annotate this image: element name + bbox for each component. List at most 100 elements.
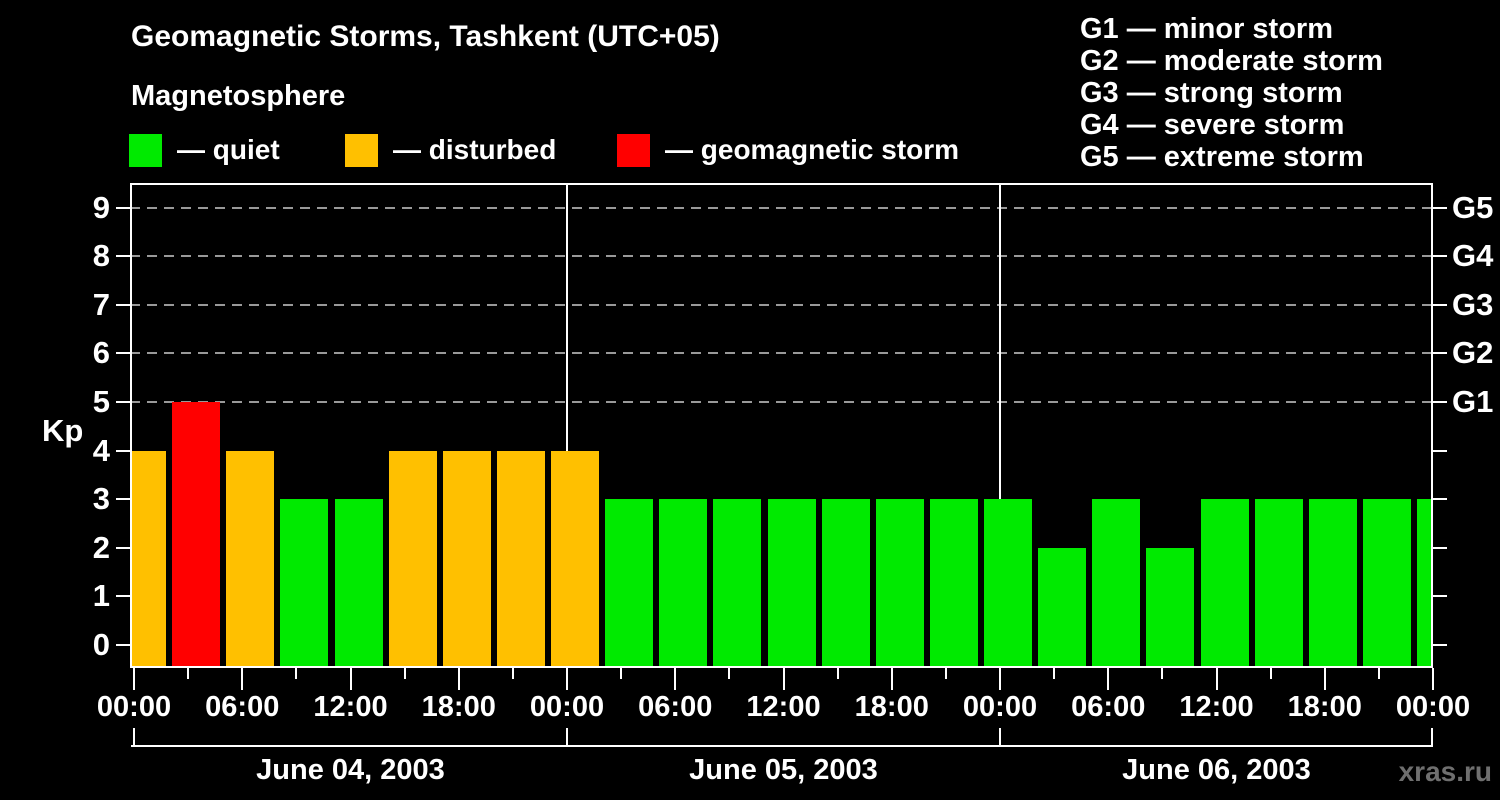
g-axis-tick [1431,498,1447,501]
g-scale-line-g2: G2 — moderate storm [1080,45,1383,77]
g-axis-label-g2: G2 [1452,335,1494,371]
x-tick-label: 06:00 [638,691,713,723]
kp-bar [984,499,1032,666]
x-minor-tick [728,668,731,679]
g-axis-tick [1431,255,1447,258]
y-tick [116,401,130,403]
date-bracket-tick [1431,728,1433,747]
kp-bar [130,450,166,666]
legend-label-disturbed: — disturbed [393,134,557,165]
kp-bar [713,499,762,666]
g-axis-tick [1431,449,1447,452]
g-axis-label-g1: G1 [1452,384,1494,419]
y-tick-label: 3 [92,481,110,517]
y-axis-title: Kp [42,413,84,448]
kp-bar [1092,499,1141,666]
y-tick-label: 6 [92,335,110,371]
x-tick-label: 18:00 [1287,691,1362,723]
x-tick-label: 12:00 [1179,691,1254,723]
kp-bar [1417,499,1433,666]
x-tick-label: 12:00 [746,691,821,723]
g-axis-tick [1431,352,1447,355]
plot-border-right [1431,183,1433,668]
kp-bar [226,450,275,666]
x-tick-label: 00:00 [529,691,605,723]
quiet-color-swatch [129,133,162,167]
plot-border-bottom [130,666,1433,668]
g-scale-line-g5: G5 — extreme storm [1080,141,1364,173]
x-major-tick [1107,668,1110,690]
y-tick-label: 8 [92,238,110,274]
y-tick [116,303,130,306]
kp-bar [767,499,816,666]
y-tick-label: 5 [92,384,110,419]
x-major-tick [890,668,893,690]
x-major-tick [1215,668,1218,690]
date-bracket-tick [133,728,135,747]
y-tick [116,644,130,646]
y-tick [116,352,130,355]
x-major-tick [1432,668,1434,690]
g-axis-tick [1431,595,1447,598]
y-tick-label: 4 [92,432,110,468]
plot-clip-region [130,183,1433,668]
date-label: June 05, 2003 [689,754,878,786]
plot-border-top [130,183,1433,185]
gridline-kp6 [130,352,1433,355]
kp-bar [659,499,708,666]
kp-bar [1254,499,1303,666]
kp-bar [821,499,870,666]
g-scale-line-g3: G3 — strong storm [1080,77,1343,109]
x-tick-label: 00:00 [1395,691,1471,723]
y-tick [116,546,130,549]
legend-item-disturbed: — disturbed [345,133,556,167]
x-major-tick [349,668,352,690]
page-title: Geomagnetic Storms, Tashkent (UTC+05) [131,20,720,53]
x-major-tick [674,668,677,690]
g-axis-label-g5: G5 [1452,189,1494,225]
watermark: xras.ru [1398,756,1492,787]
gridline-kp7 [130,303,1433,306]
kp-bar [1308,499,1357,666]
x-major-tick [999,668,1001,690]
legend-item-quiet: — quiet [129,133,280,167]
kp-bar [605,499,654,666]
g-axis-tick [1431,401,1447,403]
x-minor-tick [187,668,190,679]
y-tick [116,206,130,209]
g-scale-line-g4: G4 — severe storm [1080,109,1345,141]
y-tick [116,595,130,598]
x-tick-label: 18:00 [421,691,496,723]
g-axis-tick [1431,303,1447,306]
plot-border-left [130,183,132,668]
y-tick-label: 9 [92,189,110,225]
g-axis-tick [1431,206,1447,209]
x-tick-label: 00:00 [96,691,172,723]
kp-bar [929,499,978,666]
gridline-kp9 [130,206,1433,209]
kp-bar [551,450,599,666]
x-tick-label: 06:00 [1071,691,1146,723]
kp-bar [875,499,924,666]
y-tick-label: 7 [92,286,110,322]
kp-bar [442,450,491,666]
storm-color-swatch [617,133,650,167]
x-tick-label: 06:00 [205,691,280,723]
date-bracket-tick [566,728,568,747]
date-label: June 04, 2003 [256,754,445,786]
x-minor-tick [511,668,514,679]
x-major-tick [566,668,568,690]
y-tick [116,449,130,452]
y-tick [116,255,130,258]
date-bracket-line [131,745,1433,747]
x-major-tick [782,668,785,690]
day-separator [566,183,568,666]
x-minor-tick [403,668,406,679]
g-scale-line-g1: G1 — minor storm [1080,13,1333,45]
x-tick-label: 18:00 [854,691,929,723]
kp-bar [334,499,383,666]
kp-bar [496,450,545,666]
g-axis-label-g3: G3 [1452,286,1494,322]
g-scale-legend: G1 — minor storm G2 — moderate storm G3 … [1080,13,1383,173]
